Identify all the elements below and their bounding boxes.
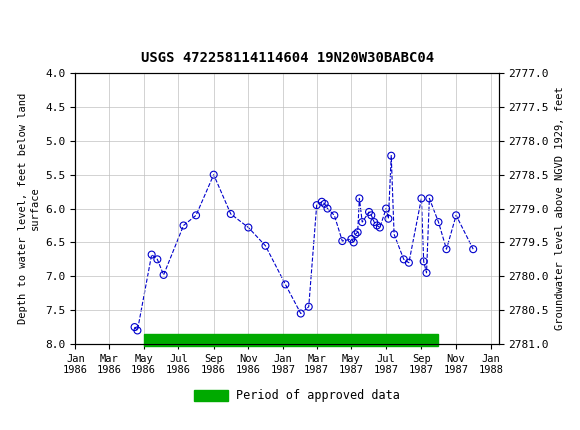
Point bbox=[387, 152, 396, 159]
Bar bbox=[144, 334, 438, 346]
Point bbox=[389, 231, 398, 238]
Point bbox=[338, 238, 347, 245]
Text: Period of approved data: Period of approved data bbox=[236, 389, 400, 402]
Point bbox=[130, 324, 139, 331]
Point bbox=[358, 218, 367, 225]
Point bbox=[469, 246, 478, 252]
Point bbox=[404, 259, 414, 266]
Point bbox=[153, 256, 162, 263]
Point bbox=[347, 236, 356, 243]
Point bbox=[375, 224, 385, 231]
Point bbox=[355, 195, 364, 202]
Text: ▒USGS: ▒USGS bbox=[12, 15, 70, 37]
Point bbox=[369, 218, 379, 225]
Point bbox=[133, 327, 142, 334]
Point bbox=[329, 212, 339, 219]
Point bbox=[244, 224, 253, 231]
Point bbox=[304, 303, 313, 310]
Title: USGS 472258114114604 19N20W30BABC04: USGS 472258114114604 19N20W30BABC04 bbox=[140, 51, 434, 65]
Point bbox=[349, 239, 358, 246]
Point bbox=[351, 231, 360, 238]
Y-axis label: Groundwater level above NGVD 1929, feet: Groundwater level above NGVD 1929, feet bbox=[554, 87, 564, 330]
Point bbox=[399, 256, 408, 263]
Point bbox=[372, 222, 382, 229]
Point bbox=[353, 229, 362, 236]
Point bbox=[191, 212, 201, 219]
Point bbox=[320, 200, 329, 207]
Point bbox=[422, 270, 431, 276]
Bar bbox=[194, 390, 228, 401]
Point bbox=[317, 198, 327, 205]
Point bbox=[442, 246, 451, 252]
Point bbox=[261, 243, 270, 249]
Y-axis label: Depth to water level, feet below land
surface: Depth to water level, feet below land su… bbox=[19, 93, 40, 324]
Point bbox=[323, 205, 332, 212]
Point bbox=[281, 281, 290, 288]
Point bbox=[364, 209, 374, 215]
Point bbox=[179, 222, 188, 229]
Point bbox=[147, 251, 156, 258]
Point bbox=[451, 212, 461, 219]
Point bbox=[226, 211, 235, 218]
Point bbox=[384, 215, 393, 222]
Point bbox=[417, 195, 426, 202]
Point bbox=[419, 258, 428, 265]
Point bbox=[425, 195, 434, 202]
Point bbox=[312, 202, 321, 209]
Point bbox=[159, 271, 168, 278]
Point bbox=[296, 310, 306, 317]
Point bbox=[209, 171, 218, 178]
Point bbox=[367, 212, 376, 219]
Point bbox=[434, 218, 443, 225]
Point bbox=[382, 205, 391, 212]
